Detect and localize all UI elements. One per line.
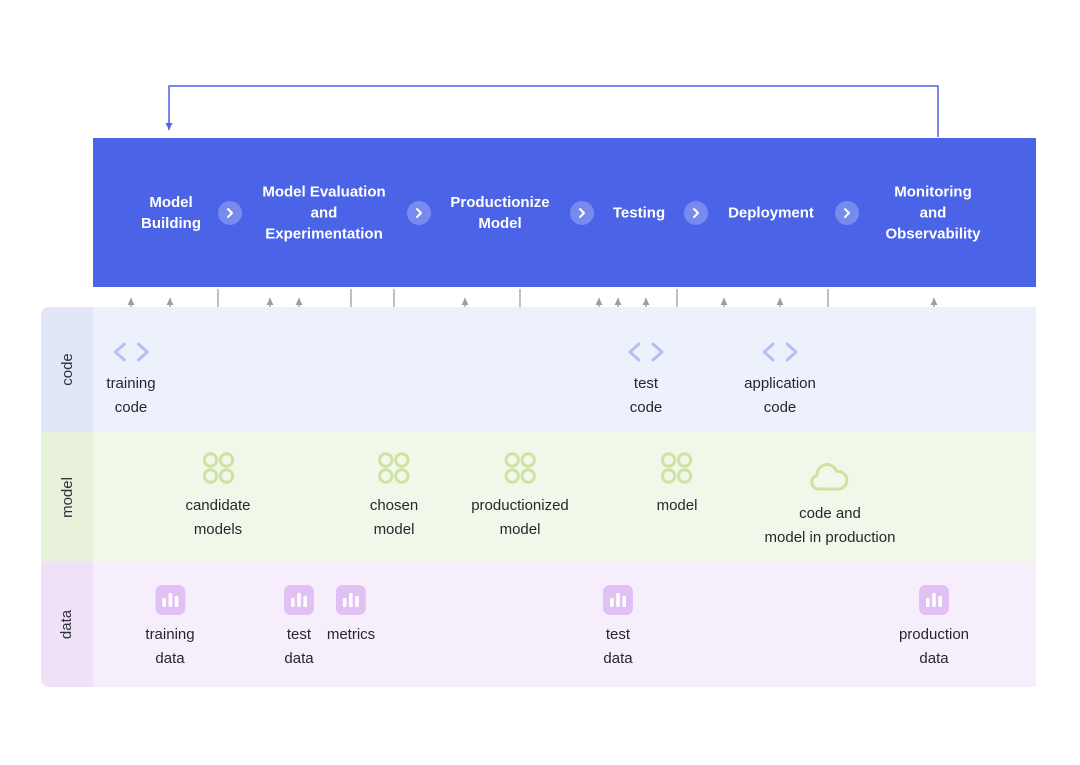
artifact-label: code and model in production — [764, 505, 896, 546]
chevron-right-icon — [570, 200, 594, 225]
artifact-label: candidate models — [185, 497, 251, 538]
artifact-label: test data — [284, 626, 314, 667]
stage-deployment: Deployment — [728, 204, 814, 221]
lane-label-code: code — [58, 353, 76, 386]
artifact-label: test code — [629, 375, 663, 416]
lane-code: code — [41, 307, 1036, 432]
stage-model-evaluation-and-experimentation: Model Evaluation and Experimentation — [262, 183, 386, 242]
artifact-label: application code — [744, 375, 816, 416]
lane-label-model: model — [58, 476, 76, 518]
artifact-label: productionized model — [471, 497, 569, 538]
chevron-right-icon — [407, 200, 431, 225]
code-icon — [113, 342, 149, 362]
artifact-training-data: training data — [145, 585, 195, 671]
code-icon — [628, 342, 664, 362]
artifact-test-code: test code — [626, 340, 666, 420]
artifact-training-code: training code — [106, 340, 156, 420]
lane-model: model — [41, 432, 1036, 562]
bar-chart-icon — [919, 585, 949, 615]
models-grid-icon — [661, 452, 693, 484]
artifact-model: model — [656, 450, 698, 518]
artifact-test-data-1: test data — [284, 585, 314, 671]
bar-chart-icon — [603, 585, 633, 615]
chevron-right-icon — [684, 200, 708, 225]
artifact-label: training data — [145, 626, 195, 667]
models-grid-icon — [378, 452, 410, 484]
bar-chart-icon — [336, 585, 366, 615]
lane-data-label-column: data — [41, 562, 93, 687]
artifact-test-data-2: test data — [603, 585, 633, 671]
models-grid-icon — [504, 452, 536, 484]
artifact-label: production data — [898, 626, 970, 667]
bar-chart-icon — [284, 585, 314, 615]
lane-model-label-column: model — [41, 432, 93, 562]
bar-chart-icon — [154, 585, 185, 615]
artifact-label: training code — [106, 375, 156, 416]
artifact-metrics: metrics — [327, 585, 375, 647]
chevron-right-icon — [835, 200, 859, 225]
chevron-right-icon — [218, 200, 242, 225]
artifact-application-code: application code — [744, 340, 816, 420]
lane-data: data — [41, 562, 1036, 687]
code-icon — [762, 342, 798, 362]
models-grid-icon — [202, 452, 234, 484]
artifact-label: test data — [603, 626, 633, 667]
stage-monitoring-and-observability: Monitoring and Observability — [885, 183, 981, 242]
feedback-loop-arrow — [165, 85, 939, 137]
cloud-icon — [810, 463, 849, 491]
artifact-label: chosen model — [369, 497, 419, 538]
stage-testing: Testing — [612, 204, 666, 221]
pipeline-banner: Model Building Model Evaluation and Expe… — [93, 138, 1036, 287]
artifact-label: model — [656, 497, 698, 514]
artifact-candidate-models: candidate models — [185, 450, 251, 542]
lane-code-label-column: code — [41, 307, 93, 432]
artifact-production-data: production data — [899, 585, 969, 671]
stage-model-building: Model Building — [141, 193, 201, 232]
artifact-code-and-model-in-production: code and model in production — [764, 462, 896, 550]
artifact-chosen-model: chosen model — [370, 450, 418, 542]
lane-label-data: data — [58, 609, 76, 640]
stage-productionize-model: Productionize Model — [450, 193, 550, 232]
artifact-label: metrics — [326, 626, 376, 643]
artifact-productionized-model: productionized model — [471, 450, 569, 542]
